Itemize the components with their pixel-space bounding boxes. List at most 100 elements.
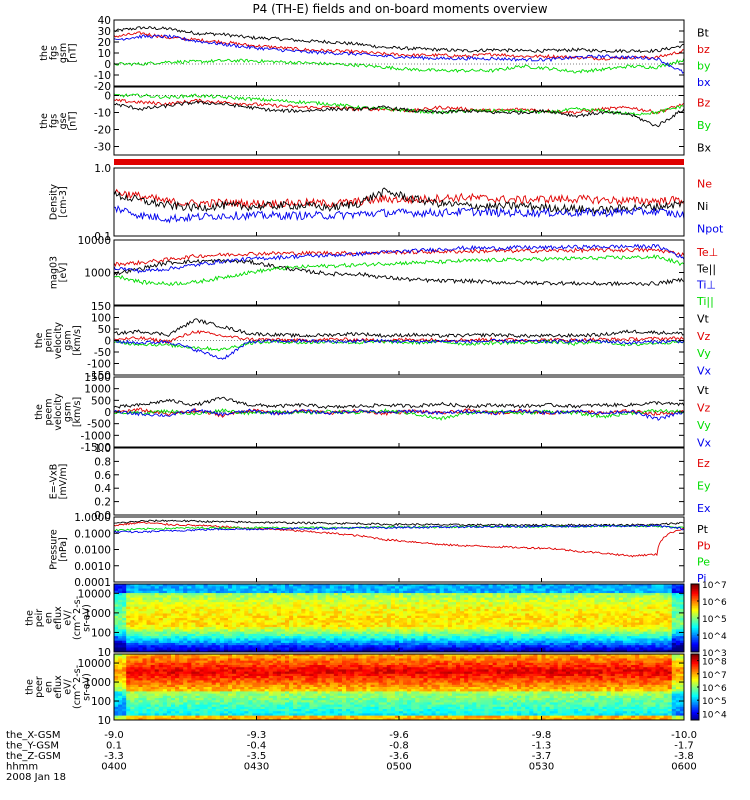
heatmap-cell [679,599,685,603]
heatmap-cell [435,584,441,587]
heatmap-cell [508,636,514,639]
heatmap-cell [447,588,453,592]
fgs-gsm-series [114,26,684,74]
heatmap-cell [586,618,591,621]
heatmap-cell [635,624,640,628]
heatmap-cell [342,595,347,598]
heatmap-cell [232,624,237,628]
series-line-red [114,31,684,61]
heatmap-cell [154,684,160,688]
heatmap-cell [362,645,367,648]
heatmap-cell [301,618,306,621]
heatmap-cell [162,593,168,596]
heatmap-cell [317,631,323,635]
heatmap-cell [199,602,204,605]
heatmap-cell [276,622,282,626]
heatmap-cell [496,636,502,639]
heatmap-cell [114,593,119,596]
heatmap-cell [614,640,620,644]
heatmap-cell [553,593,559,596]
heatmap-cell [150,590,156,594]
heatmap-cell [179,638,184,642]
heatmap-cell [431,606,437,610]
heatmap-cell [309,602,314,605]
heatmap-cell [289,606,294,610]
heatmap-cell [325,597,331,601]
heatmap-cell [590,586,595,589]
heatmap-cell [647,606,652,610]
heatmap-cell [561,613,567,617]
heatmap-cell [122,588,127,592]
heatmap-cell [134,615,139,619]
heatmap-cell [114,687,119,690]
heatmap-cell [142,620,147,623]
heatmap-cell [586,636,591,639]
heatmap-cell [337,647,343,651]
heatmap-cell [431,624,437,628]
heatmap-cell [553,636,559,639]
heatmap-cell [602,649,608,653]
heatmap-cell [138,711,143,714]
heatmap-cell [301,595,306,598]
heatmap-cell [362,636,367,639]
colorbar-step [691,592,699,595]
heatmap-cell [476,611,481,614]
heatmap-cell [293,620,298,623]
heatmap-cell [248,633,253,637]
heatmap-cell [175,649,180,653]
heatmap-cell [223,649,229,653]
heatmap-cell [651,606,656,610]
heatmap-cell [570,615,575,619]
heatmap-cell [134,606,139,610]
heatmap-cell [118,680,123,683]
heatmap-cell [138,682,143,686]
heatmap-cell [399,647,404,651]
heatmap-cell [431,608,437,612]
heatmap-cell [126,615,131,619]
heatmap-cell [333,622,339,626]
heatmap-cell [443,597,449,601]
heatmap-cell [627,615,632,619]
heatmap-cell [297,631,302,635]
heatmap-cell [565,624,571,628]
heatmap-cell [305,638,310,642]
heatmap-cell [175,624,180,628]
ytick-label: 0 [104,91,111,103]
heatmap-cell [134,586,139,589]
heatmap-cell [570,622,575,626]
heatmap-cell [549,645,555,648]
heatmap-cell [504,640,510,644]
heatmap-cell [134,706,139,710]
heatmap-cell [329,597,335,601]
heatmap-cell [578,622,583,626]
heatmap-cell [175,599,180,603]
heatmap-cell [175,645,180,648]
heatmap-cell [268,590,274,594]
heatmap-cell [439,613,445,617]
ytick-label: 20 [98,37,111,49]
heatmap-cell [378,595,384,598]
heatmap-cell [643,595,648,598]
heatmap-cell [496,597,502,601]
heatmap-cell [146,642,152,646]
heatmap-cell [423,638,428,642]
heatmap-cell [232,615,237,619]
heatmap-cell [350,590,355,594]
heatmap-cell [215,613,221,617]
heatmap-cell [260,595,266,598]
heatmap-cell [394,611,400,614]
heatmap-cell [211,620,217,623]
heatmap-cell [647,638,652,642]
heatmap-cell [150,687,156,690]
heatmap-cell [150,606,156,610]
heatmap-cell [199,595,204,598]
heatmap-cell [342,615,347,619]
heatmap-cell [195,636,200,639]
heatmap-cell [171,636,176,639]
heatmap-cell [280,645,286,648]
heatmap-cell [500,611,506,614]
heatmap-cell [118,611,123,614]
heatmap-cell [333,586,339,589]
heatmap-cell [171,604,176,608]
heatmap-cell [285,608,290,612]
